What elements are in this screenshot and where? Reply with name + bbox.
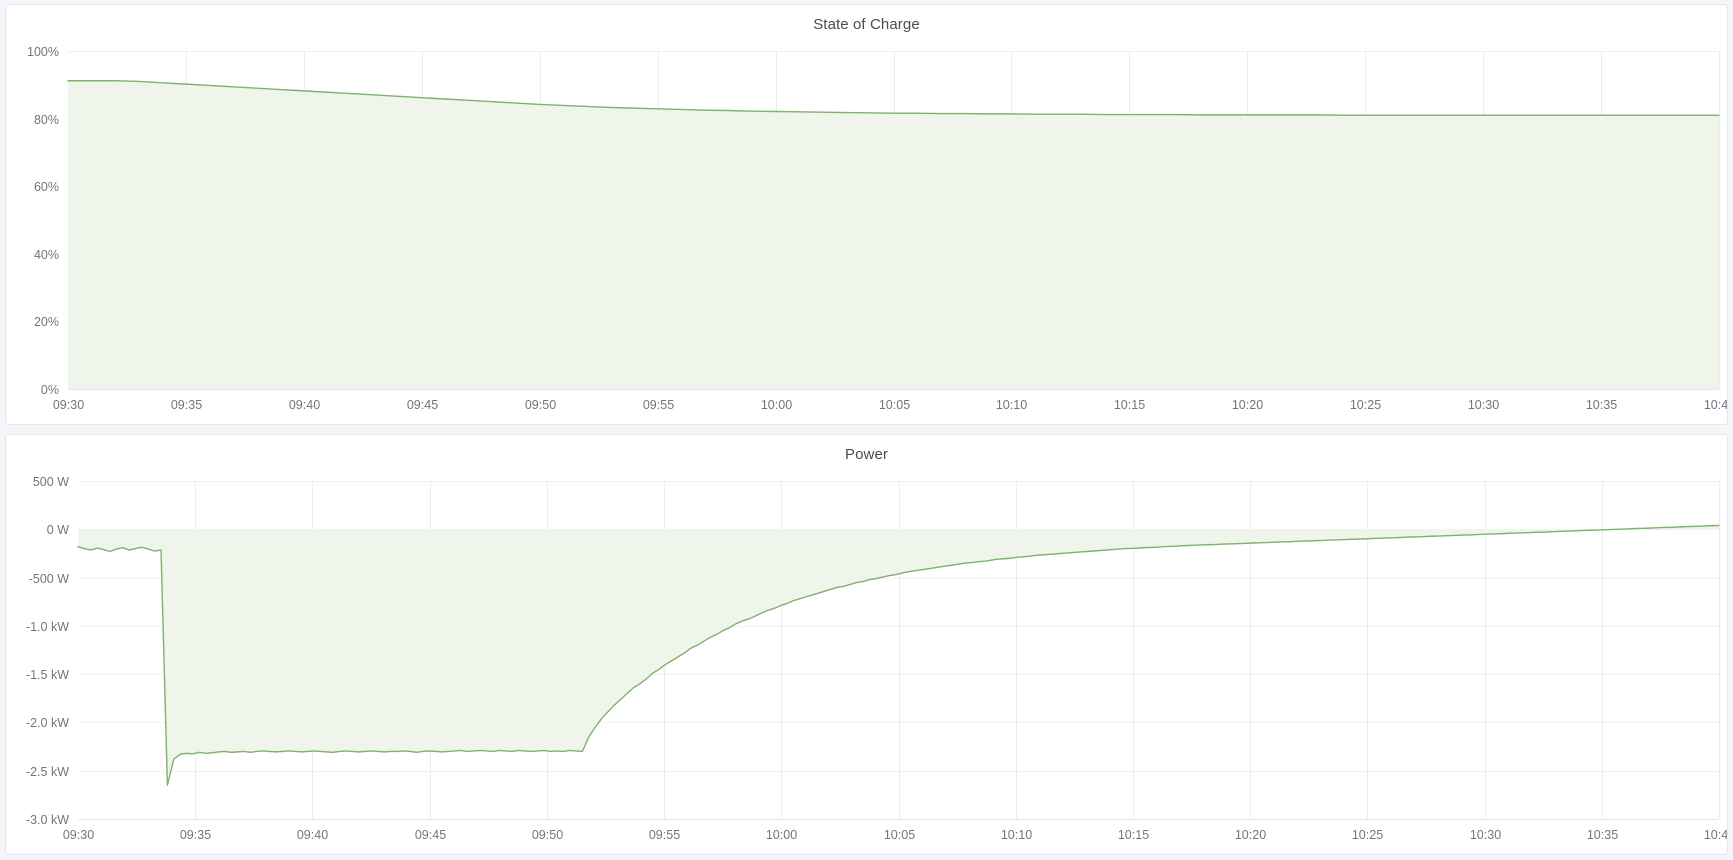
x-axis-tick-label: 09:45: [415, 828, 446, 842]
y-axis-tick-label: 0%: [41, 383, 59, 397]
y-axis-tick-label: -1.0 kW: [26, 620, 69, 634]
x-axis-tick-label: 09:50: [525, 398, 556, 412]
x-axis-tick-label: 10:35: [1586, 398, 1617, 412]
panel-power[interactable]: Power 500 W 0 W -500 W -1.0 kW -1.5 kW -2.0 k…: [5, 434, 1728, 855]
x-axis-tick-label: 10:40: [1704, 398, 1727, 412]
x-axis-tick-label: 09:35: [180, 828, 211, 842]
x-axis-tick-label: 10:05: [879, 398, 910, 412]
x-axis-tick-label: 09:50: [532, 828, 563, 842]
series-area-fill: [68, 80, 1719, 390]
x-axis-tick-label: 10:25: [1350, 398, 1381, 412]
x-axis-tick-label: 10:10: [996, 398, 1027, 412]
x-axis-tick-label: 09:30: [53, 398, 84, 412]
panel-title-power: Power: [844, 446, 889, 463]
x-axis-tick-label: 09:40: [297, 828, 328, 842]
x-axis-tick-label: 10:20: [1232, 398, 1263, 412]
x-axis-tick-label: 10:30: [1470, 828, 1501, 842]
x-axis-tick-label: 10:15: [1114, 398, 1145, 412]
x-axis-tick-label: 10:40: [1704, 828, 1727, 842]
x-axis-tick-label: 09:40: [289, 398, 320, 412]
x-axis-tick-label: 09:45: [407, 398, 438, 412]
y-axis-tick-label: 80%: [34, 113, 59, 127]
y-axis-tick-label: 500 W: [33, 475, 69, 489]
chart-power: 500 W 0 W -500 W -1.0 kW -1.5 kW -2.0 kW -2.5 …: [26, 475, 1727, 842]
x-axis-tick-label: 09:30: [63, 828, 94, 842]
y-axis-tick-label: 100%: [27, 45, 59, 59]
y-axis-tick-label: 40%: [34, 248, 59, 262]
y-axis-tick-label: -2.0 kW: [26, 716, 69, 730]
x-axis-tick-label: 10:30: [1468, 398, 1499, 412]
series-line: [67, 80, 1720, 116]
series-area-fill: [78, 525, 1719, 786]
x-axis-tick-label: 09:55: [649, 828, 680, 842]
y-axis-tick-label: -2.5 kW: [26, 765, 69, 779]
chart-state-of-charge: 0% 20% 40% 60% 80% 100% 09:30 09:35 09:40 09:45 09…: [27, 45, 1727, 412]
x-axis-tick-label: 10:25: [1352, 828, 1383, 842]
y-axis-tick-label: -3.0 kW: [26, 813, 69, 827]
y-axis-tick-label: -500 W: [29, 572, 69, 586]
plot-area-power[interactable]: 500 W 0 W -500 W -1.0 kW -1.5 kW -2.0 kW -2.5 …: [6, 467, 1727, 854]
y-axis-tick-label: 20%: [34, 315, 59, 329]
x-axis-tick-label: 10:00: [761, 398, 792, 412]
x-axis-tick-label: 10:15: [1118, 828, 1149, 842]
series-line: [77, 524, 1720, 786]
x-axis-tick-label: 10:00: [766, 828, 797, 842]
plot-area-state-of-charge[interactable]: 0% 20% 40% 60% 80% 100% 09:30 09:35 09:40 09:45 09…: [6, 37, 1727, 424]
y-axis-tick-label: 60%: [34, 180, 59, 194]
x-axis-tick-label: 10:20: [1235, 828, 1266, 842]
x-axis-tick-label: 10:05: [884, 828, 915, 842]
y-axis-tick-label: -1.5 kW: [26, 668, 69, 682]
x-axis-tick-label: 10:10: [1001, 828, 1032, 842]
x-axis-tick-label: 10:35: [1587, 828, 1618, 842]
y-axis-tick-label: 0 W: [47, 523, 69, 537]
x-axis-tick-label: 09:35: [171, 398, 202, 412]
x-axis-tick-label: 09:55: [643, 398, 674, 412]
panel-title-state-of-charge: State of Charge: [813, 16, 920, 33]
panel-state-of-charge[interactable]: State of Charge 0% 20% 40% 60% 80% 100% 09:30 0…: [5, 4, 1728, 425]
